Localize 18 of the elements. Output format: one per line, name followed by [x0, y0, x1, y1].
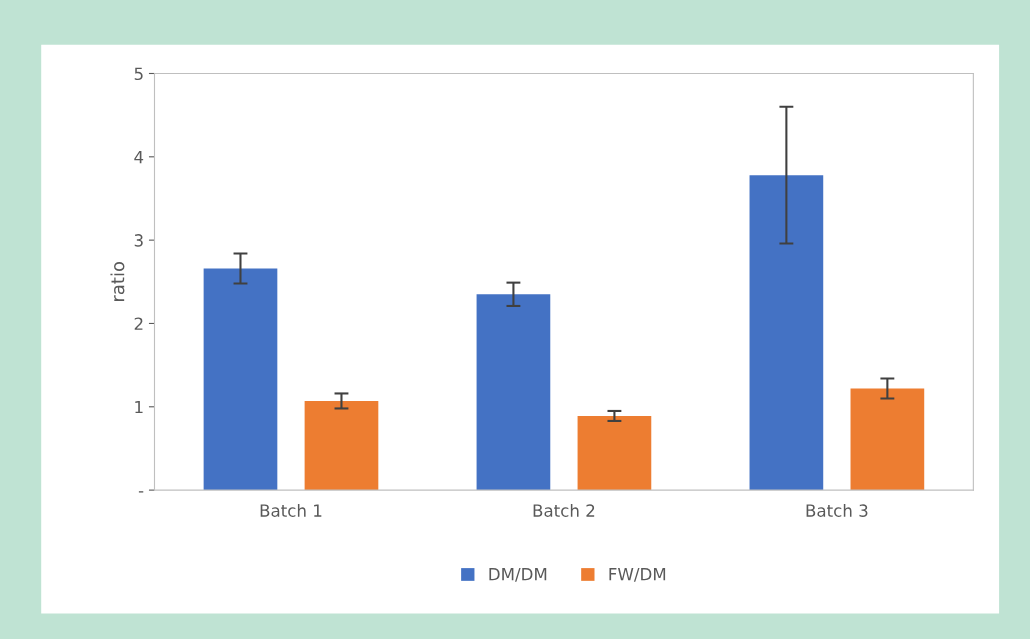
x-tick-label: Batch 1 [260, 504, 322, 517]
bar [476, 294, 551, 491]
legend-label: DM/DM [489, 568, 547, 582]
x-tick-label: Batch 3 [806, 504, 868, 517]
legend-label: FW/DM [609, 568, 666, 582]
y-tick-label: - [138, 491, 144, 493]
bar [304, 400, 379, 491]
bar [577, 415, 652, 491]
y-tick-label: 2 [134, 317, 143, 330]
y-tick-label: 1 [135, 400, 143, 414]
y-tick-label: 4 [134, 150, 144, 164]
x-tick-label: Batch 2 [533, 504, 595, 517]
bar [850, 388, 925, 491]
bar [749, 175, 824, 491]
y-tick-label: 3 [134, 234, 143, 247]
bar [203, 268, 278, 491]
y-tick-label: 5 [134, 67, 143, 81]
y-axis-title: ratio [110, 261, 125, 301]
